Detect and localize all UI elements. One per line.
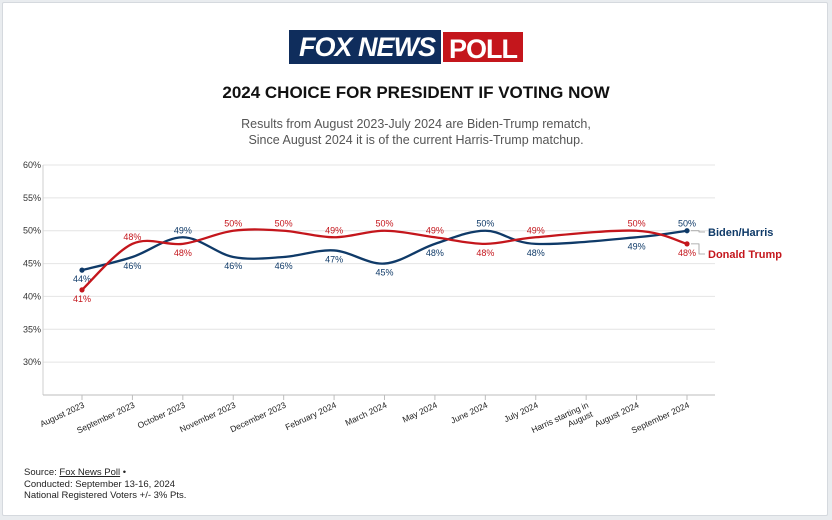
data-label: 49% [628,241,646,251]
y-tick-label: 40% [23,291,41,301]
data-point [684,228,690,234]
x-tick-label-line: July 2024 [502,400,539,425]
data-point [79,287,85,293]
series-line-0 [81,229,688,272]
data-label: 50% [224,219,242,229]
data-label: 49% [325,225,343,235]
logo-fox-news: FOX NEWS [289,30,442,64]
data-label: 48% [476,248,494,258]
x-tick-label: September 2023 [75,400,136,436]
x-tick-label-line: November 2023 [178,400,237,435]
data-label: 48% [123,232,141,242]
y-tick-label: 60% [23,160,41,170]
x-tick-label-line: September 2024 [630,400,691,436]
line-chart: 60%55%50%45%40%35%30%August 2023Septembe… [23,160,782,444]
data-label: 48% [426,248,444,258]
data-label: 50% [375,219,393,229]
series-legend-label: Biden/Harris [708,227,773,239]
data-label: 50% [275,219,293,229]
source-suffix: • [120,467,127,478]
source-line: Source: Fox News Poll • [24,467,186,479]
fox-news-poll-logo: FOX NEWS POLL [289,30,526,64]
x-tick-label-line: March 2024 [343,400,388,428]
data-label: 46% [224,261,242,271]
data-label: 45% [375,268,393,278]
y-tick-label: 50% [23,226,41,236]
series-line-1 [81,228,688,291]
x-tick-label: February 2024 [284,400,339,433]
source-link[interactable]: Fox News Poll [59,467,121,478]
y-tick-label: 30% [23,357,41,367]
data-label: 47% [325,254,343,264]
data-point [79,267,85,273]
logo-poll: POLL [441,30,526,64]
subtitle-line-1: Results from August 2023-July 2024 are B… [241,117,591,131]
y-tick-label: 35% [23,324,41,334]
x-tick-label: Harris starting inAugust [530,399,595,444]
x-tick-label: November 2023 [178,400,237,435]
legend-connector [691,243,705,255]
x-tick-label-line: February 2024 [284,400,339,433]
x-tick-label: September 2024 [630,400,691,436]
chart-subtitle: Results from August 2023-July 2024 are B… [3,116,829,148]
x-tick-label-line: September 2023 [75,400,136,436]
y-tick-label: 55% [23,193,41,203]
x-tick-label-line: June 2024 [449,400,489,426]
data-label: 50% [476,219,494,229]
legend-connector [691,230,705,233]
voters-line: National Registered Voters +/- 3% Pts. [24,490,187,501]
chart-title: 2024 CHOICE FOR PRESIDENT IF VOTING NOW [222,83,610,102]
x-tick-label: June 2024 [449,400,489,426]
data-label: 49% [426,225,444,235]
data-label: 46% [275,261,293,271]
y-tick-label: 45% [23,259,41,269]
x-tick-label: May 2024 [401,400,439,425]
x-tick-label-line: December 2023 [228,400,287,435]
data-label: 50% [678,219,696,229]
x-tick-label-line: May 2024 [401,400,439,425]
data-label: 49% [527,225,545,235]
data-label: 48% [678,248,696,258]
x-tick-label: March 2024 [343,400,388,428]
data-label: 44% [73,274,91,284]
footer: Source: Fox News Poll • Conducted: Septe… [24,467,186,502]
source-prefix: Source: [24,467,60,478]
x-tick-label: July 2024 [502,400,539,425]
data-point [684,241,690,247]
data-label: 41% [73,294,91,304]
data-label: 48% [174,248,192,258]
subtitle-line-2: Since August 2024 it is of the current H… [248,133,584,147]
data-label: 48% [527,248,545,258]
conducted-line: Conducted: September 13-16, 2024 [24,478,176,490]
series-legend-label: Donald Trump [708,249,782,261]
data-label: 46% [123,261,141,271]
data-label: 50% [628,219,646,229]
data-label: 49% [174,225,192,235]
x-tick-label: December 2023 [228,400,287,435]
